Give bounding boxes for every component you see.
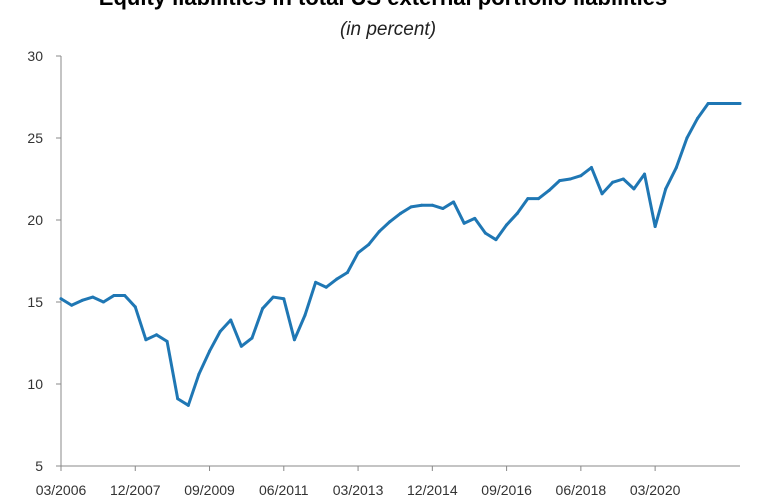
data-point bbox=[388, 220, 392, 224]
data-point bbox=[632, 187, 636, 191]
data-point bbox=[345, 270, 349, 274]
data-point bbox=[399, 211, 402, 215]
data-point bbox=[505, 223, 509, 227]
data-point bbox=[165, 339, 169, 343]
data-point bbox=[133, 305, 137, 309]
data-point bbox=[727, 102, 731, 106]
data-point bbox=[621, 177, 625, 181]
x-tick-label: 03/2020 bbox=[630, 482, 681, 498]
data-point bbox=[335, 277, 339, 281]
data-point bbox=[409, 205, 413, 209]
series-line bbox=[59, 102, 742, 407]
x-axis-ticks: 03/2006 12/2007 09/2009 06/2011 03/2013 12/20… bbox=[36, 466, 681, 498]
data-point bbox=[282, 297, 286, 301]
data-point bbox=[91, 295, 95, 299]
data-point bbox=[430, 203, 434, 207]
data-point bbox=[239, 344, 243, 348]
y-axis-ticks: 5 10 15 20 25 30 bbox=[27, 48, 61, 474]
data-point bbox=[154, 333, 158, 337]
chart-title: Equity liabilities in total US external … bbox=[0, 0, 766, 11]
x-tick-label: 09/2016 bbox=[481, 482, 532, 498]
data-point bbox=[473, 216, 477, 220]
data-point bbox=[579, 174, 583, 178]
data-point bbox=[462, 221, 466, 225]
data-point bbox=[568, 177, 572, 181]
data-point bbox=[611, 180, 615, 184]
data-point bbox=[250, 336, 254, 340]
data-point bbox=[303, 313, 307, 317]
data-point bbox=[208, 349, 212, 353]
data-point bbox=[494, 238, 498, 242]
data-point bbox=[70, 303, 74, 307]
data-point bbox=[696, 116, 700, 120]
data-point bbox=[176, 397, 180, 401]
data-point bbox=[526, 197, 530, 201]
data-point bbox=[685, 136, 689, 140]
data-point bbox=[589, 166, 593, 170]
x-tick-label: 03/2006 bbox=[36, 482, 87, 498]
data-point bbox=[706, 102, 710, 106]
data-point bbox=[717, 102, 721, 106]
data-point bbox=[558, 179, 562, 183]
data-point bbox=[452, 200, 456, 204]
data-point bbox=[738, 102, 742, 106]
data-point bbox=[515, 211, 519, 215]
data-point bbox=[80, 298, 84, 302]
data-point bbox=[377, 229, 381, 233]
x-tick-label: 06/2011 bbox=[259, 482, 309, 498]
data-point bbox=[643, 172, 647, 176]
data-point bbox=[324, 285, 328, 289]
data-point bbox=[271, 295, 275, 299]
y-tick-label: 10 bbox=[27, 376, 43, 392]
data-point bbox=[292, 338, 296, 342]
data-point bbox=[420, 203, 424, 207]
data-point bbox=[186, 403, 190, 407]
data-point bbox=[123, 293, 127, 297]
y-tick-label: 20 bbox=[27, 212, 43, 228]
data-point bbox=[144, 338, 148, 342]
data-point bbox=[356, 251, 360, 255]
data-point bbox=[367, 243, 371, 247]
data-point bbox=[600, 192, 604, 196]
data-point bbox=[229, 318, 233, 322]
data-point bbox=[441, 207, 445, 211]
chart-subtitle: (in percent) bbox=[339, 19, 437, 40]
series-points bbox=[59, 102, 742, 407]
data-point bbox=[261, 307, 265, 311]
data-point bbox=[674, 166, 678, 170]
data-point bbox=[536, 197, 540, 201]
data-point bbox=[59, 297, 63, 301]
data-point bbox=[664, 187, 668, 191]
data-point bbox=[547, 188, 551, 192]
data-point bbox=[101, 300, 105, 304]
data-point bbox=[483, 231, 487, 235]
data-point bbox=[112, 293, 116, 297]
y-tick-label: 15 bbox=[27, 294, 43, 310]
data-point bbox=[314, 280, 318, 284]
x-tick-label: 12/2007 bbox=[110, 482, 161, 498]
y-tick-label: 30 bbox=[27, 48, 43, 64]
x-tick-label: 03/2013 bbox=[333, 482, 384, 498]
data-point bbox=[197, 372, 201, 376]
x-tick-label: 09/2009 bbox=[184, 482, 235, 498]
data-point bbox=[653, 225, 657, 229]
x-tick-label: 12/2014 bbox=[407, 482, 458, 498]
data-point bbox=[218, 330, 222, 334]
x-tick-label: 06/2018 bbox=[556, 482, 607, 498]
y-tick-label: 5 bbox=[35, 458, 43, 474]
y-tick-label: 25 bbox=[27, 130, 43, 146]
